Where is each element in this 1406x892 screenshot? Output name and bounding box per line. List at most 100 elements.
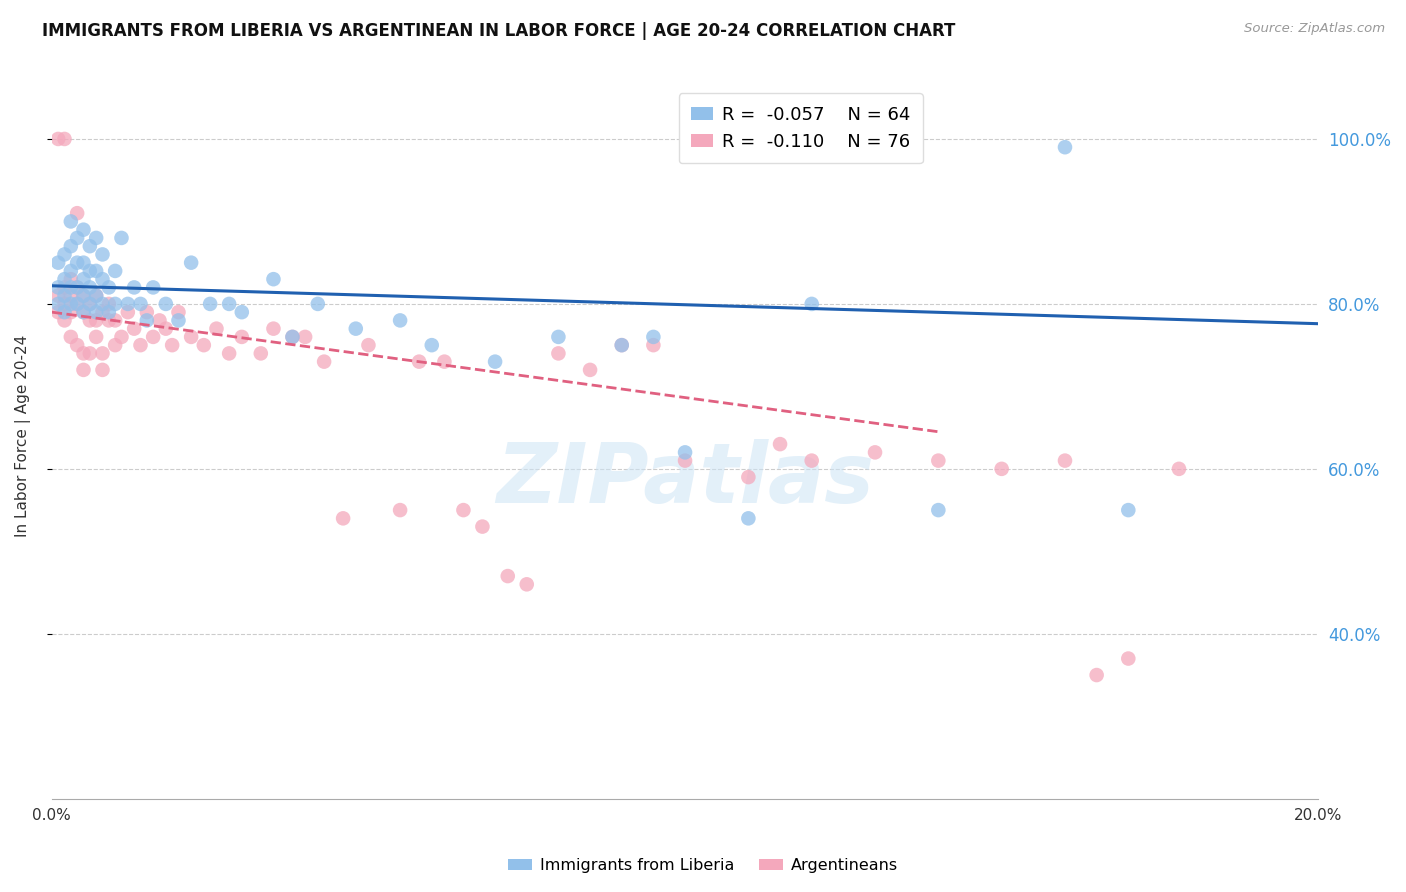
Point xyxy=(72,255,94,269)
Point xyxy=(117,305,139,319)
Point xyxy=(471,519,494,533)
Point xyxy=(408,354,430,368)
Point xyxy=(218,346,240,360)
Text: ZIPatlas: ZIPatlas xyxy=(496,439,875,520)
Point xyxy=(547,346,569,360)
Point xyxy=(66,206,89,220)
Point xyxy=(91,305,114,319)
Point xyxy=(142,330,165,344)
Point xyxy=(46,255,69,269)
Point xyxy=(79,297,101,311)
Point xyxy=(104,313,127,327)
Point xyxy=(66,297,89,311)
Point xyxy=(72,288,94,302)
Point xyxy=(59,264,82,278)
Point xyxy=(516,577,538,591)
Point xyxy=(643,338,665,352)
Point xyxy=(231,330,253,344)
Point xyxy=(59,272,82,286)
Point xyxy=(91,297,114,311)
Point xyxy=(84,313,107,327)
Point xyxy=(72,272,94,286)
Point xyxy=(53,305,76,319)
Point xyxy=(46,132,69,146)
Point xyxy=(927,503,949,517)
Point xyxy=(72,222,94,236)
Point xyxy=(737,470,759,484)
Point xyxy=(198,297,221,311)
Point xyxy=(84,264,107,278)
Point xyxy=(357,338,380,352)
Point xyxy=(990,462,1012,476)
Y-axis label: In Labor Force | Age 20-24: In Labor Force | Age 20-24 xyxy=(15,334,31,537)
Point xyxy=(79,313,101,327)
Point xyxy=(79,346,101,360)
Point xyxy=(737,511,759,525)
Point xyxy=(205,321,228,335)
Point xyxy=(59,239,82,253)
Point xyxy=(135,313,157,327)
Point xyxy=(863,445,886,459)
Point xyxy=(167,305,190,319)
Point xyxy=(389,503,412,517)
Point xyxy=(135,305,157,319)
Point xyxy=(117,297,139,311)
Point xyxy=(148,313,170,327)
Point xyxy=(180,330,202,344)
Point xyxy=(453,503,475,517)
Text: IMMIGRANTS FROM LIBERIA VS ARGENTINEAN IN LABOR FORCE | AGE 20-24 CORRELATION CH: IMMIGRANTS FROM LIBERIA VS ARGENTINEAN I… xyxy=(42,22,956,40)
Point xyxy=(344,321,367,335)
Point xyxy=(420,338,443,352)
Point xyxy=(97,305,120,319)
Point xyxy=(579,363,602,377)
Point xyxy=(231,305,253,319)
Point xyxy=(53,297,76,311)
Point xyxy=(294,330,316,344)
Point xyxy=(72,363,94,377)
Point xyxy=(79,239,101,253)
Point xyxy=(167,313,190,327)
Point xyxy=(389,313,412,327)
Point xyxy=(769,437,792,451)
Legend: R =  -0.057    N = 64, R =  -0.110    N = 76: R = -0.057 N = 64, R = -0.110 N = 76 xyxy=(679,93,922,163)
Point xyxy=(1053,140,1076,154)
Point xyxy=(281,330,304,344)
Point xyxy=(1085,668,1108,682)
Point xyxy=(129,338,152,352)
Point xyxy=(610,338,633,352)
Point xyxy=(66,297,89,311)
Point xyxy=(1116,503,1139,517)
Point xyxy=(281,330,304,344)
Point xyxy=(314,354,336,368)
Point xyxy=(72,305,94,319)
Point xyxy=(1116,651,1139,665)
Point xyxy=(643,330,665,344)
Point xyxy=(66,280,89,294)
Point xyxy=(79,280,101,294)
Point xyxy=(180,255,202,269)
Point xyxy=(673,445,696,459)
Point xyxy=(927,453,949,467)
Point xyxy=(66,338,89,352)
Point xyxy=(122,280,145,294)
Point xyxy=(72,288,94,302)
Point xyxy=(59,330,82,344)
Point xyxy=(59,280,82,294)
Point xyxy=(1053,453,1076,467)
Point xyxy=(59,297,82,311)
Point xyxy=(193,338,215,352)
Point xyxy=(66,231,89,245)
Point xyxy=(91,247,114,261)
Point xyxy=(110,330,132,344)
Point xyxy=(104,338,127,352)
Point xyxy=(307,297,329,311)
Point xyxy=(97,313,120,327)
Point xyxy=(155,321,177,335)
Point xyxy=(72,305,94,319)
Point xyxy=(262,321,284,335)
Point xyxy=(110,231,132,245)
Point xyxy=(72,346,94,360)
Point xyxy=(484,354,506,368)
Point xyxy=(79,264,101,278)
Text: Source: ZipAtlas.com: Source: ZipAtlas.com xyxy=(1244,22,1385,36)
